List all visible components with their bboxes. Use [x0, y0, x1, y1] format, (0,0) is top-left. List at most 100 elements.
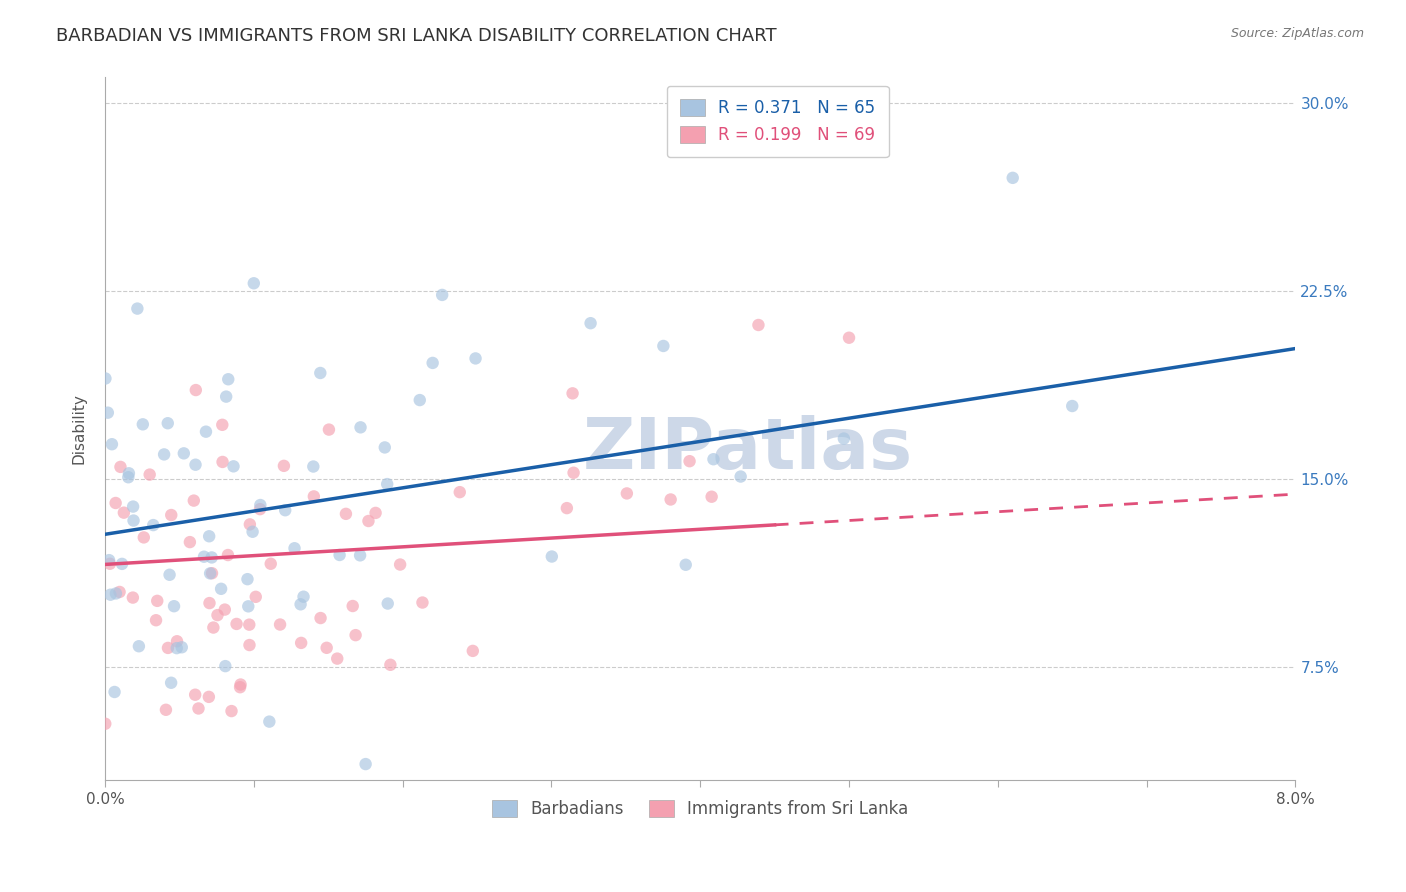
Point	[290, 636, 312, 650]
Point	[832, 432, 855, 446]
Point	[249, 498, 271, 512]
Point	[108, 585, 131, 599]
Point	[259, 714, 281, 729]
Point	[166, 634, 188, 648]
Y-axis label: Disability: Disability	[72, 393, 86, 465]
Point	[302, 489, 325, 503]
Point	[411, 595, 433, 609]
Text: ZIPatlas: ZIPatlas	[582, 416, 912, 484]
Point	[207, 608, 229, 623]
Point	[302, 459, 325, 474]
Point	[562, 466, 585, 480]
Point	[98, 553, 121, 567]
Point	[342, 599, 364, 613]
Point	[675, 558, 697, 572]
Point	[309, 366, 332, 380]
Point	[374, 441, 396, 455]
Text: Source: ZipAtlas.com: Source: ZipAtlas.com	[1230, 27, 1364, 40]
Point	[269, 617, 291, 632]
Point	[283, 541, 305, 556]
Point	[464, 351, 486, 366]
Point	[122, 500, 145, 514]
Point	[214, 602, 236, 616]
Point	[128, 639, 150, 653]
Point	[111, 557, 134, 571]
Point	[146, 594, 169, 608]
Point	[409, 393, 432, 408]
Point	[222, 459, 245, 474]
Point	[616, 486, 638, 500]
Point	[380, 657, 402, 672]
Text: BARBADIAN VS IMMIGRANTS FROM SRI LANKA DISABILITY CORRELATION CHART: BARBADIAN VS IMMIGRANTS FROM SRI LANKA D…	[56, 27, 778, 45]
Point	[245, 590, 267, 604]
Point	[198, 596, 221, 610]
Point	[747, 318, 769, 332]
Point	[104, 496, 127, 510]
Point	[377, 597, 399, 611]
Point	[142, 518, 165, 533]
Point	[239, 517, 262, 532]
Point	[349, 549, 371, 563]
Point	[97, 406, 120, 420]
Point	[375, 477, 398, 491]
Point	[118, 467, 141, 481]
Point	[274, 503, 297, 517]
Point	[449, 485, 471, 500]
Point	[243, 277, 266, 291]
Point	[160, 675, 183, 690]
Point	[730, 469, 752, 483]
Point	[184, 688, 207, 702]
Point	[163, 599, 186, 614]
Point	[659, 492, 682, 507]
Point	[290, 597, 312, 611]
Point	[179, 535, 201, 549]
Point	[315, 640, 337, 655]
Point	[309, 611, 332, 625]
Point	[217, 548, 239, 562]
Point	[364, 506, 387, 520]
Point	[198, 566, 221, 581]
Point	[166, 641, 188, 656]
Point	[138, 467, 160, 482]
Point	[1062, 399, 1084, 413]
Point	[700, 490, 723, 504]
Point	[211, 417, 233, 432]
Point	[326, 651, 349, 665]
Point	[117, 470, 139, 484]
Point	[260, 557, 283, 571]
Point	[198, 690, 221, 704]
Point	[249, 502, 271, 516]
Point	[127, 301, 149, 316]
Point	[242, 524, 264, 539]
Point	[100, 588, 122, 602]
Point	[221, 704, 243, 718]
Point	[329, 548, 352, 562]
Point	[238, 599, 260, 614]
Point	[838, 331, 860, 345]
Point	[349, 420, 371, 434]
Point	[579, 316, 602, 330]
Point	[156, 640, 179, 655]
Point	[103, 685, 125, 699]
Point	[209, 582, 232, 596]
Point	[94, 716, 117, 731]
Point	[145, 613, 167, 627]
Point	[156, 416, 179, 430]
Point	[238, 617, 260, 632]
Point	[153, 447, 176, 461]
Point	[561, 386, 583, 401]
Point	[101, 437, 124, 451]
Point	[238, 638, 260, 652]
Point	[201, 550, 224, 565]
Point	[354, 757, 377, 772]
Point	[184, 458, 207, 472]
Point	[214, 659, 236, 673]
Point	[121, 591, 143, 605]
Point	[159, 567, 181, 582]
Legend: Barbadians, Immigrants from Sri Lanka: Barbadians, Immigrants from Sri Lanka	[485, 793, 915, 825]
Point	[211, 455, 233, 469]
Point	[344, 628, 367, 642]
Point	[107, 794, 129, 808]
Point	[430, 288, 453, 302]
Point	[170, 640, 193, 655]
